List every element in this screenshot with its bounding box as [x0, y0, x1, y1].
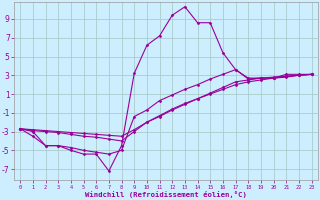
X-axis label: Windchill (Refroidissement éolien,°C): Windchill (Refroidissement éolien,°C) — [85, 191, 247, 198]
